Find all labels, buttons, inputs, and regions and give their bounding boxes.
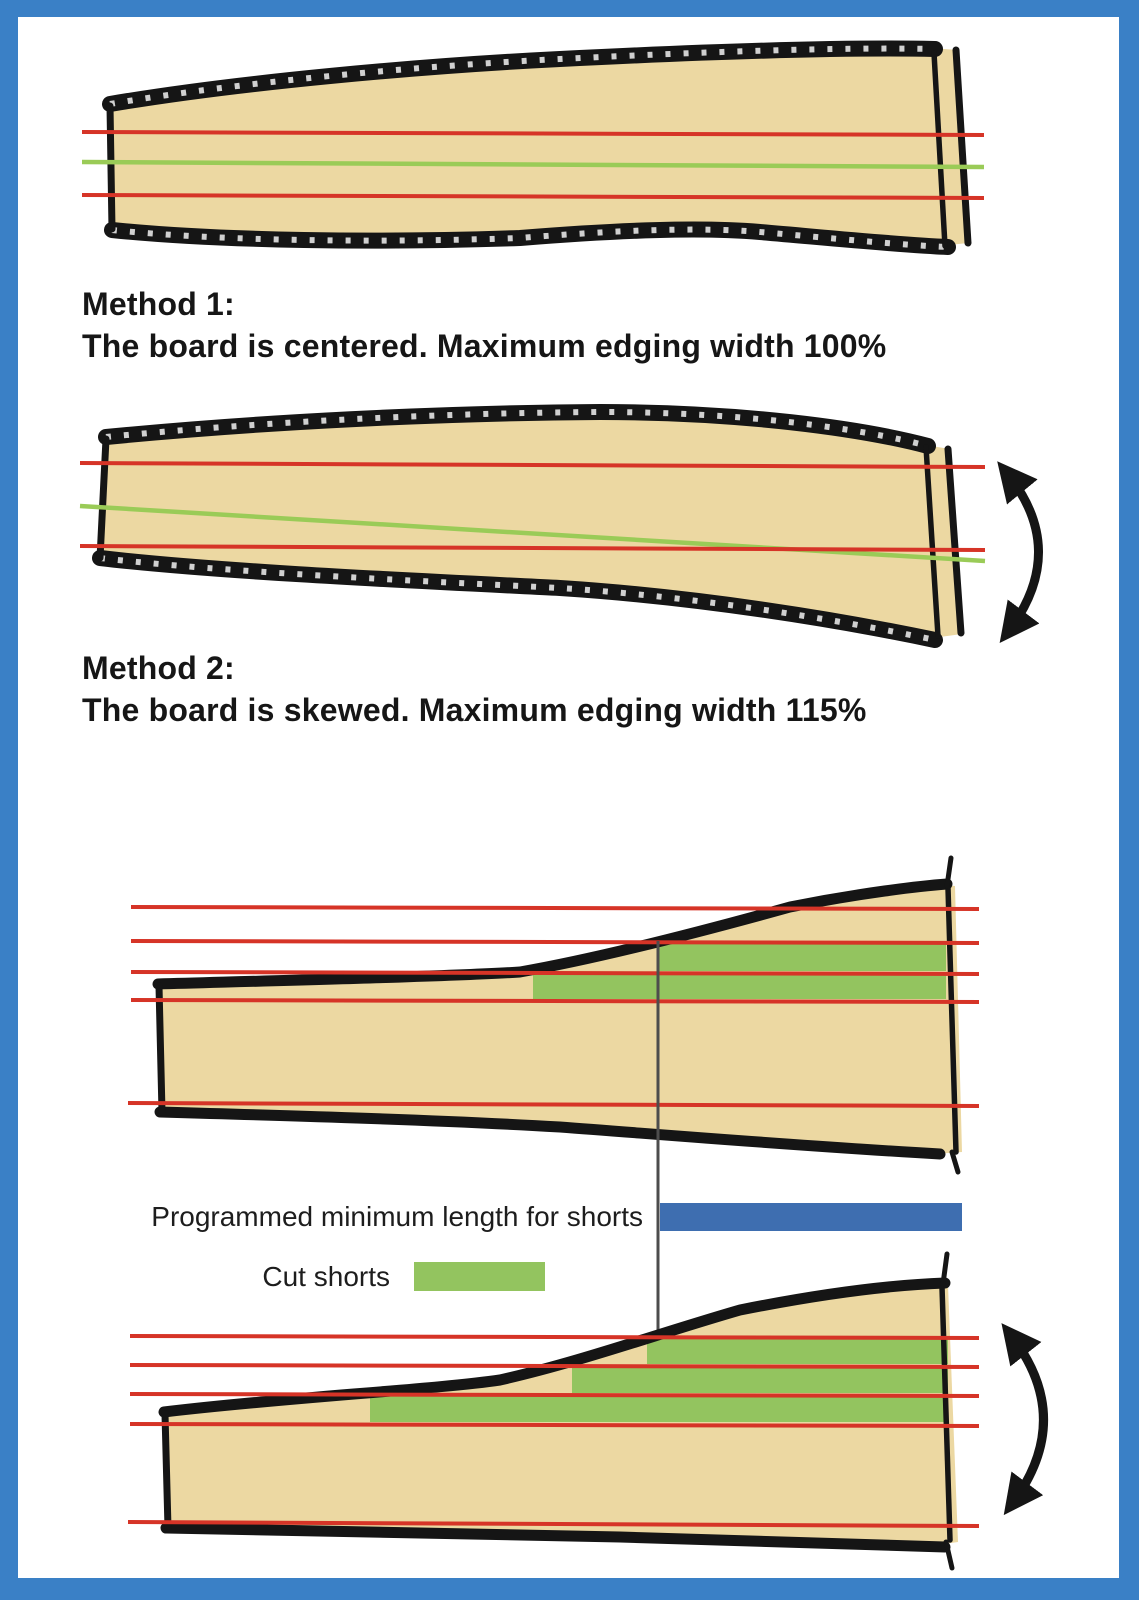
board-sketch-method2 [79,404,1043,648]
board-corner-tick [943,1539,955,1571]
board-right-end [945,885,959,1155]
board-sketch-method1 [81,40,985,255]
cut-shorts-region [658,943,946,971]
board-right-end-outer [944,445,965,637]
programmed-min-length-label: Programmed minimum length for shorts [151,1201,643,1232]
cut-shorts-region [647,1338,948,1364]
board-right-end-inner [931,50,948,249]
cut-shorts-label: Cut shorts [262,1261,390,1292]
board-sketch-skewed-shorts [127,1251,1048,1571]
green-center-line [81,159,985,170]
red-guide-line [127,1101,980,1108]
board-corner-tick [949,1149,961,1175]
rotation-arrow-icon [1001,1323,1048,1516]
red-guide-line [81,193,985,200]
red-guide-line [130,939,980,945]
board-left-end [155,982,166,1116]
method2-heading: Method 2: [82,650,235,686]
red-guide-line [129,1422,980,1428]
method2-caption: The board is skewed. Maximum edging widt… [82,692,867,728]
board-bottom-edge-hatching [99,555,936,643]
cut-shorts-region [572,1367,948,1393]
board-left-end [96,435,110,562]
board-right-end-inner [923,444,941,639]
red-guide-line [129,1392,980,1398]
board-top-edge [98,404,936,454]
method1-caption: The board is centered. Maximum edging wi… [82,328,887,364]
board-top-edge-hatching [109,45,936,107]
green-center-line-skewed [79,503,986,564]
red-guide-line [127,1520,980,1528]
board-right-end [939,1284,953,1543]
red-guide-line [79,544,986,552]
red-guide-line [129,1363,980,1369]
red-guide-line [129,1334,980,1340]
board-bottom-edge [160,1522,951,1553]
red-guide-line [130,905,980,911]
red-guide-line [79,461,986,469]
board-left-end [161,1410,172,1532]
board-bottom-edge-hatching [111,226,949,250]
rotation-arrow-icon [997,461,1043,644]
cut-shorts-region [370,1396,948,1422]
board-bottom-edge [154,1106,946,1160]
red-guide-line [130,970,980,976]
method1-heading: Method 1: [82,286,235,322]
board-corner-tick [944,855,954,889]
red-guide-line [130,998,980,1004]
cut-shorts-swatch [414,1262,545,1291]
board-top-edge [152,878,953,990]
board-left-end [106,102,116,233]
board-sketch-centered-shorts [127,855,980,1175]
board-right-end-outer [952,46,972,247]
programmed-length-bar [660,1203,962,1231]
board-corner-tick [940,1251,950,1287]
board-face [100,412,962,639]
red-guide-line [81,130,985,137]
cut-shorts-region [533,974,946,999]
